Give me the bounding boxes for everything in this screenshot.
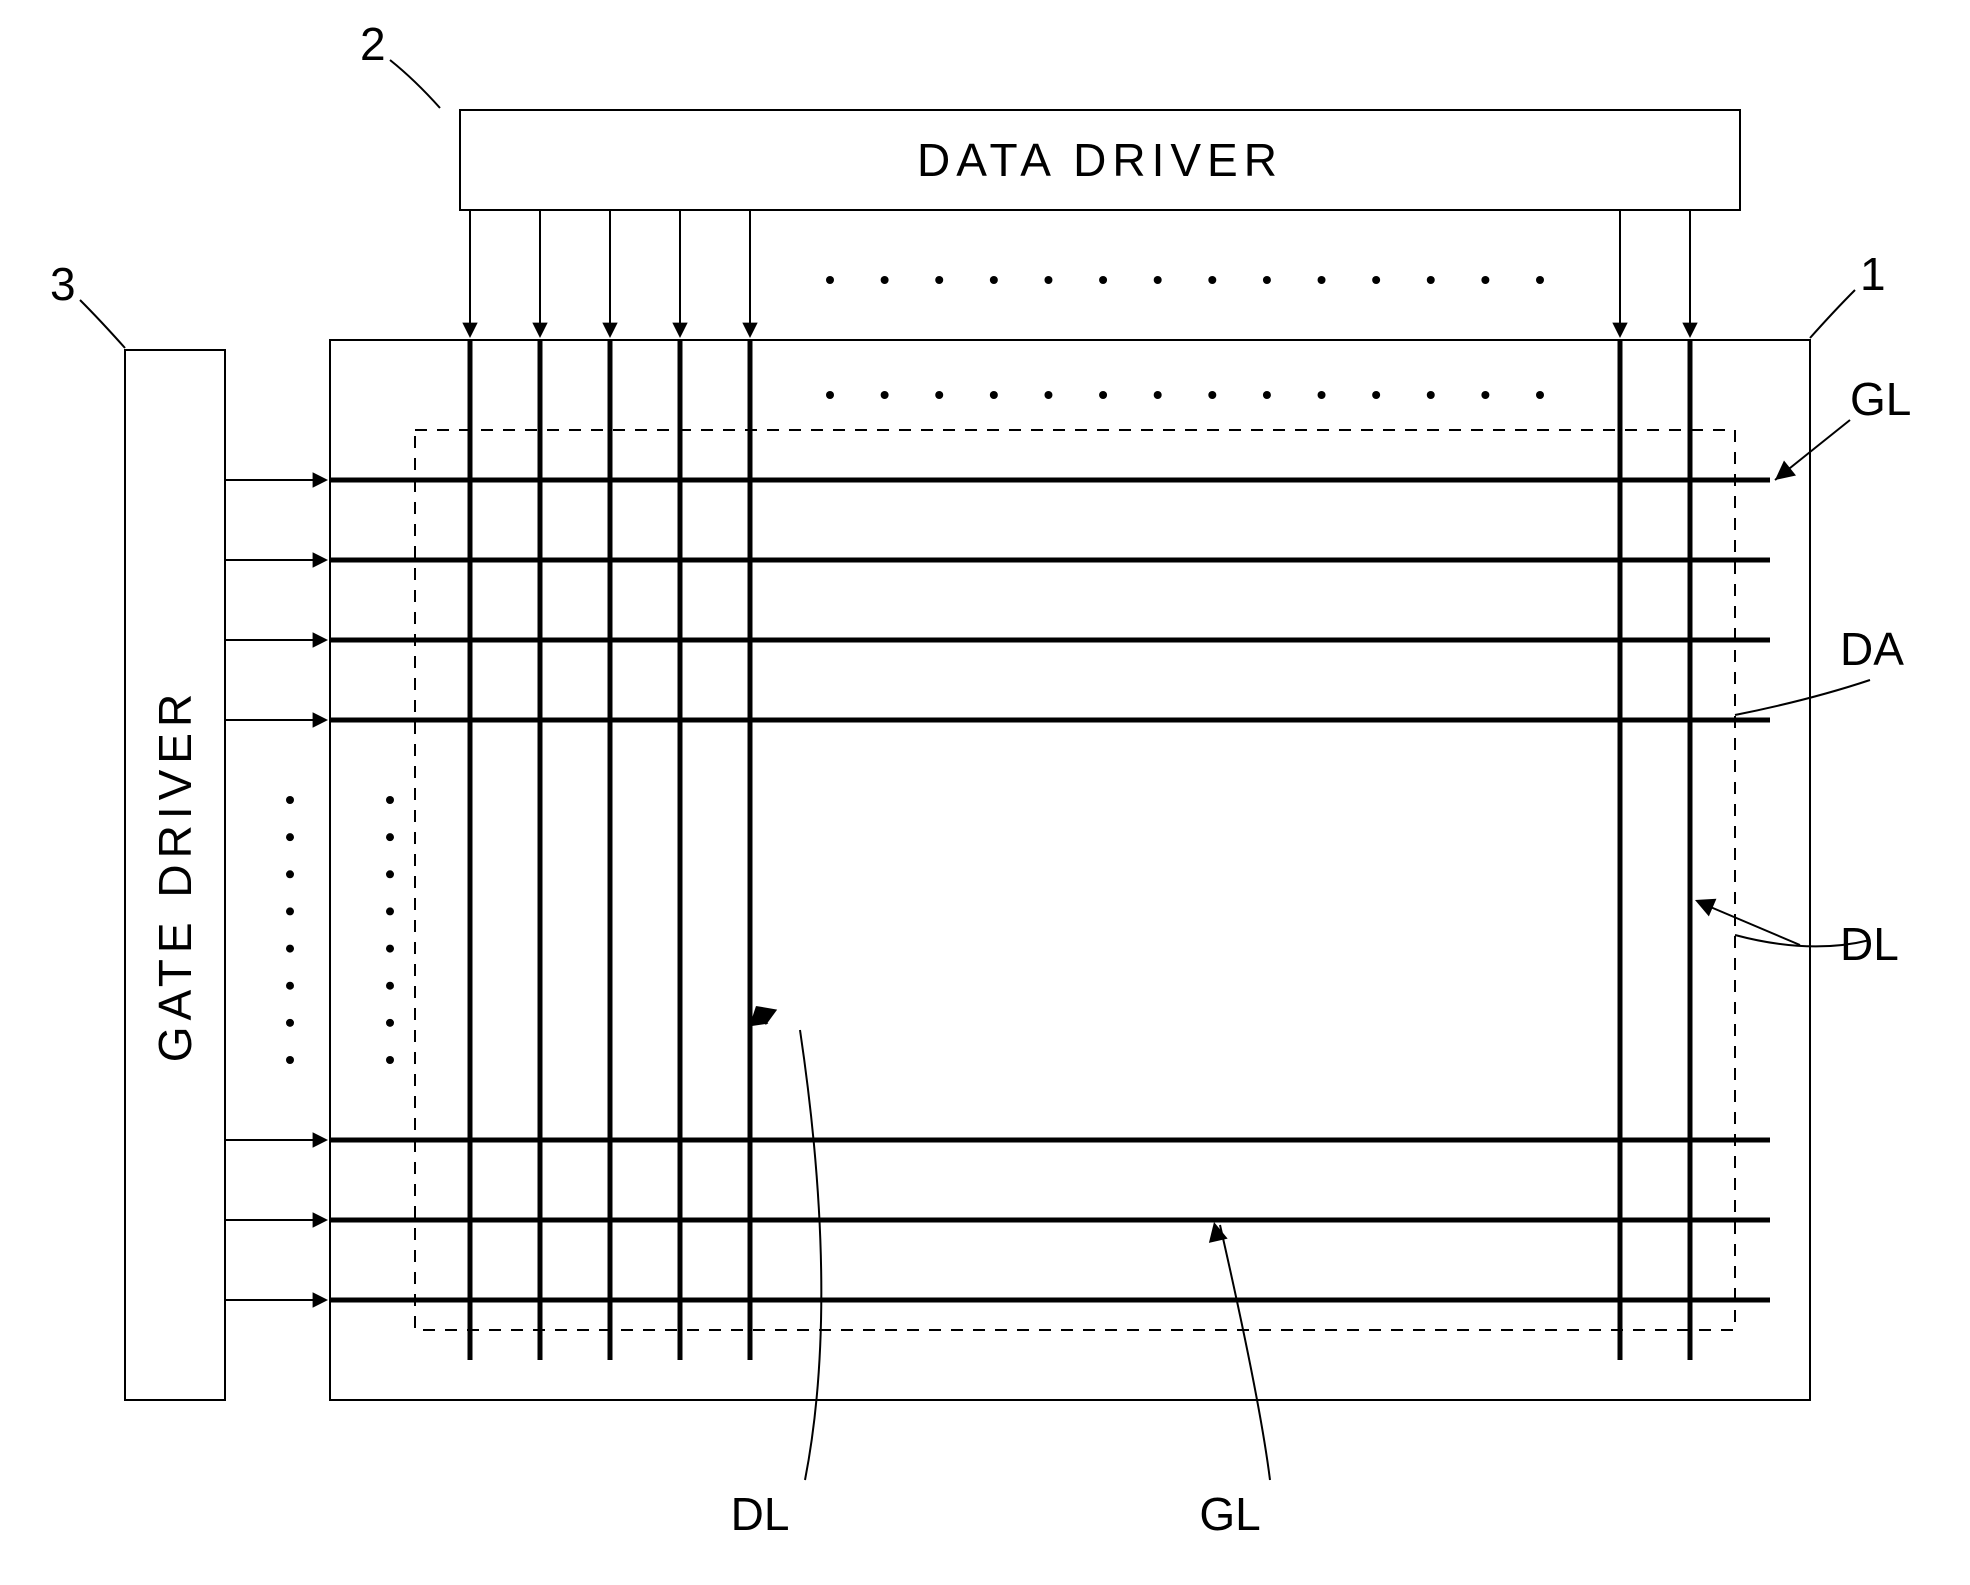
label-leader <box>1220 1225 1270 1480</box>
label-dl-bottom: DL <box>731 1488 790 1540</box>
gate-driver-label: GATE DRIVER <box>149 688 201 1062</box>
arrowhead <box>1775 461 1796 480</box>
ellipsis-dot <box>386 907 394 915</box>
ellipsis-dot <box>1372 276 1380 284</box>
ellipsis-dot <box>1099 276 1107 284</box>
ellipsis-dot <box>386 1056 394 1064</box>
ellipsis-dot <box>935 391 943 399</box>
data-driver-label: DATA DRIVER <box>917 134 1283 186</box>
ellipsis-dot <box>286 796 294 804</box>
leader-line <box>80 300 125 348</box>
ellipsis-dot <box>1481 391 1489 399</box>
ellipsis-dot <box>1263 276 1271 284</box>
ellipsis-dot <box>286 870 294 878</box>
ellipsis-dot <box>1536 276 1544 284</box>
ellipsis-dot <box>386 870 394 878</box>
ellipsis-dot <box>386 982 394 990</box>
ellipsis-dot <box>1372 391 1380 399</box>
ellipsis-dot <box>286 1056 294 1064</box>
arrowhead <box>313 1132 328 1147</box>
arrowhead <box>742 323 757 338</box>
ellipsis-dot <box>990 276 998 284</box>
ellipsis-dot <box>1208 391 1216 399</box>
label-gl-top: GL <box>1850 373 1911 425</box>
label-da: DA <box>1840 623 1904 675</box>
arrowhead <box>313 1292 328 1307</box>
ellipsis-dot <box>826 276 834 284</box>
ellipsis-dot <box>286 982 294 990</box>
ref-num-1: 1 <box>1860 248 1886 300</box>
ellipsis-dot <box>386 945 394 953</box>
ellipsis-dot <box>1044 391 1052 399</box>
ellipsis-dot <box>286 907 294 915</box>
ellipsis-dot <box>286 833 294 841</box>
ellipsis-dot <box>386 833 394 841</box>
ellipsis-dot <box>1263 391 1271 399</box>
arrowhead <box>1612 323 1627 338</box>
arrowhead <box>672 323 687 338</box>
ellipsis-dot <box>1044 276 1052 284</box>
ellipsis-dot <box>1536 391 1544 399</box>
leader-line <box>390 60 440 108</box>
arrowhead <box>313 632 328 647</box>
ellipsis-dot <box>286 945 294 953</box>
ellipsis-dot <box>1208 276 1216 284</box>
ellipsis-dot <box>881 391 889 399</box>
ellipsis-dot <box>1154 276 1162 284</box>
label-leader <box>800 1030 821 1480</box>
panel-box <box>330 340 1810 1400</box>
leader-line <box>1810 290 1855 338</box>
arrowhead <box>313 1212 328 1227</box>
ref-num-2: 2 <box>360 18 386 70</box>
ellipsis-dot <box>286 1019 294 1027</box>
ellipsis-dot <box>1427 391 1435 399</box>
arrowhead <box>313 552 328 567</box>
ellipsis-dot <box>1481 276 1489 284</box>
ellipsis-dot <box>386 796 394 804</box>
ellipsis-dot <box>1318 276 1326 284</box>
leader-line <box>1735 680 1870 715</box>
arrowhead <box>313 712 328 727</box>
arrowhead <box>1682 323 1697 338</box>
arrowhead <box>462 323 477 338</box>
arrowhead <box>1209 1222 1228 1243</box>
ellipsis-dot <box>1427 276 1435 284</box>
ellipsis-dot <box>1099 391 1107 399</box>
ellipsis-dot <box>935 276 943 284</box>
arrowhead <box>532 323 547 338</box>
arrowhead <box>602 323 617 338</box>
label-dl-right: DL <box>1840 918 1899 970</box>
ellipsis-dot <box>1154 391 1162 399</box>
ref-num-3: 3 <box>50 258 76 310</box>
ellipsis-dot <box>1318 391 1326 399</box>
ellipsis-dot <box>990 391 998 399</box>
display-area-box <box>415 430 1735 1330</box>
label-gl-bottom: GL <box>1199 1488 1260 1540</box>
display-panel-diagram: DATA DRIVER 2 GATE DRIVER 3 1 DA GL DL DL GL <box>0 0 1970 1585</box>
ellipsis-dot <box>386 1019 394 1027</box>
ellipsis-dot <box>826 391 834 399</box>
arrowhead <box>313 472 328 487</box>
ellipsis-dot <box>881 276 889 284</box>
